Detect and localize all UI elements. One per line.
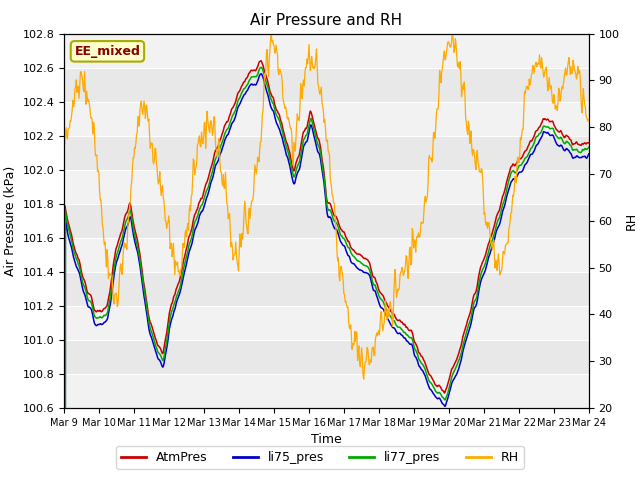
Y-axis label: Air Pressure (kPa): Air Pressure (kPa)	[4, 166, 17, 276]
Title: Air Pressure and RH: Air Pressure and RH	[250, 13, 403, 28]
X-axis label: Time: Time	[311, 433, 342, 446]
Text: EE_mixed: EE_mixed	[74, 45, 140, 58]
Bar	[64, 34, 589, 68]
Bar	[64, 374, 589, 408]
Bar	[64, 238, 589, 272]
Bar	[64, 170, 589, 204]
Legend: AtmPres, li75_pres, li77_pres, RH: AtmPres, li75_pres, li77_pres, RH	[116, 446, 524, 469]
Y-axis label: RH: RH	[625, 212, 638, 230]
Bar	[64, 102, 589, 136]
Bar	[64, 306, 589, 340]
